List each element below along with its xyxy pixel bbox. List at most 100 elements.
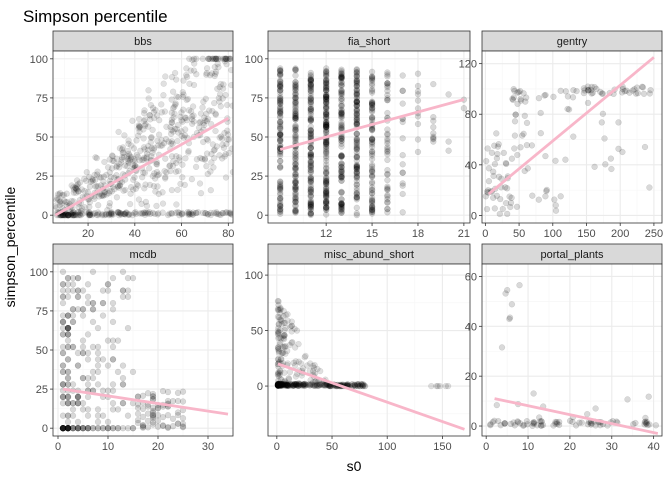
data-point xyxy=(503,160,510,168)
data-point xyxy=(490,194,497,201)
data-point xyxy=(68,210,75,218)
data-point xyxy=(352,382,359,390)
data-point xyxy=(72,211,79,218)
data-point xyxy=(130,145,138,152)
data-point xyxy=(507,199,515,206)
data-point xyxy=(158,101,165,108)
data-point xyxy=(202,95,209,102)
data-point xyxy=(307,144,314,151)
data-point xyxy=(68,197,75,205)
data-point xyxy=(132,185,140,192)
data-point xyxy=(136,157,143,164)
data-point xyxy=(323,82,330,89)
data-point xyxy=(140,135,147,142)
data-point xyxy=(76,212,83,219)
data-point xyxy=(368,197,376,204)
data-point xyxy=(277,381,284,389)
data-point xyxy=(274,381,282,389)
data-point xyxy=(338,67,345,75)
data-point xyxy=(295,358,302,365)
data-point xyxy=(89,177,97,184)
data-point xyxy=(292,108,299,115)
data-point xyxy=(277,306,284,313)
data-point xyxy=(278,376,285,383)
data-point xyxy=(356,382,364,390)
data-point xyxy=(323,169,330,177)
data-point xyxy=(213,209,220,216)
data-point xyxy=(149,172,156,180)
data-point xyxy=(511,422,518,429)
data-point xyxy=(277,83,284,90)
data-point xyxy=(67,210,75,218)
data-point xyxy=(139,413,147,421)
data-point xyxy=(216,211,223,218)
data-point xyxy=(304,381,312,388)
data-point xyxy=(213,143,220,150)
data-point xyxy=(351,381,358,389)
data-point xyxy=(353,91,360,98)
data-point xyxy=(353,139,360,146)
data-point xyxy=(220,144,228,151)
data-point xyxy=(353,174,360,181)
data-point xyxy=(70,186,78,193)
data-point xyxy=(64,412,72,419)
data-point xyxy=(275,380,282,388)
data-point xyxy=(368,87,376,95)
data-point xyxy=(63,190,70,197)
data-point xyxy=(109,381,117,388)
data-point xyxy=(292,99,299,107)
data-point xyxy=(281,326,288,334)
data-point xyxy=(647,86,654,94)
data-point xyxy=(278,381,285,388)
data-point xyxy=(282,381,290,388)
data-point xyxy=(430,113,437,121)
data-point xyxy=(106,210,113,217)
data-point xyxy=(94,368,102,376)
data-point xyxy=(125,211,132,218)
data-point xyxy=(62,212,69,219)
data-point xyxy=(292,83,299,91)
data-point xyxy=(89,299,97,307)
data-point xyxy=(89,268,97,275)
data-point xyxy=(292,94,299,102)
data-point xyxy=(116,161,123,168)
data-point xyxy=(74,425,82,432)
x-axis-title: s0 xyxy=(347,458,362,474)
data-point xyxy=(353,114,360,121)
data-point xyxy=(338,95,345,102)
data-point xyxy=(290,382,297,389)
data-point xyxy=(338,168,345,175)
data-point xyxy=(631,86,638,93)
data-point xyxy=(368,197,376,205)
data-point xyxy=(84,293,92,300)
data-point xyxy=(274,382,282,389)
data-point xyxy=(323,121,330,128)
data-point xyxy=(323,138,330,145)
data-point xyxy=(353,136,360,143)
data-point xyxy=(219,55,227,62)
data-point xyxy=(353,135,360,142)
data-point xyxy=(368,155,376,163)
data-point xyxy=(290,359,297,366)
data-point xyxy=(643,420,650,427)
data-point xyxy=(104,425,112,432)
x-tick-label: 20 xyxy=(82,228,94,240)
data-point xyxy=(104,281,112,288)
data-point xyxy=(307,202,314,210)
data-point xyxy=(304,362,311,369)
data-point xyxy=(203,135,210,143)
data-point xyxy=(353,112,360,119)
data-point xyxy=(282,382,289,389)
data-point xyxy=(275,381,283,388)
data-point xyxy=(139,421,147,429)
data-point xyxy=(535,196,542,203)
data-point xyxy=(323,92,330,99)
data-point xyxy=(514,89,521,96)
data-point xyxy=(323,185,330,192)
data-point xyxy=(323,96,330,103)
data-point xyxy=(186,209,193,216)
panel-background xyxy=(268,264,470,436)
